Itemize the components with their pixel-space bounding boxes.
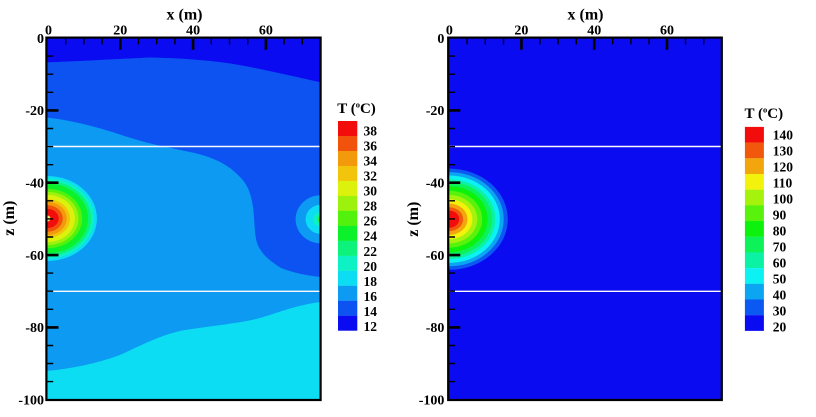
- svg-text:16: 16: [364, 289, 378, 304]
- svg-text:34: 34: [364, 153, 378, 168]
- svg-text:-20: -20: [25, 104, 44, 119]
- svg-text:40: 40: [773, 287, 787, 302]
- svg-text:0: 0: [446, 23, 453, 38]
- svg-text:130: 130: [773, 143, 794, 158]
- svg-text:20: 20: [514, 23, 528, 38]
- svg-text:60: 60: [259, 23, 273, 38]
- svg-text:30: 30: [364, 184, 378, 199]
- svg-text:32: 32: [364, 169, 378, 184]
- svg-text:22: 22: [364, 244, 378, 259]
- svg-text:36: 36: [364, 138, 378, 153]
- svg-text:z (m): z (m): [1, 201, 18, 236]
- svg-text:x (m): x (m): [568, 7, 604, 24]
- svg-text:T (oC): T (oC): [337, 100, 376, 118]
- svg-text:-40: -40: [426, 177, 445, 192]
- svg-text:12: 12: [364, 319, 378, 334]
- svg-text:x (m): x (m): [167, 7, 203, 24]
- svg-text:0: 0: [37, 32, 44, 47]
- svg-text:14: 14: [364, 304, 378, 319]
- svg-text:140: 140: [773, 127, 794, 142]
- svg-text:80: 80: [773, 223, 787, 238]
- svg-text:z (m): z (m): [405, 202, 422, 237]
- svg-text:-60: -60: [426, 249, 445, 264]
- svg-text:-80: -80: [25, 321, 44, 336]
- svg-text:70: 70: [773, 239, 787, 254]
- svg-text:110: 110: [773, 175, 793, 190]
- svg-text:0: 0: [45, 23, 52, 38]
- svg-text:50: 50: [773, 271, 787, 286]
- svg-text:-100: -100: [419, 394, 445, 409]
- svg-text:20: 20: [113, 23, 127, 38]
- svg-text:40: 40: [587, 23, 601, 38]
- svg-text:30: 30: [773, 303, 787, 318]
- svg-text:-60: -60: [25, 249, 44, 264]
- svg-text:100: 100: [773, 191, 794, 206]
- svg-text:-40: -40: [25, 177, 44, 192]
- svg-text:20: 20: [364, 259, 378, 274]
- svg-text:90: 90: [773, 207, 787, 222]
- svg-text:18: 18: [364, 274, 378, 289]
- svg-text:38: 38: [364, 123, 378, 138]
- svg-text:28: 28: [364, 199, 378, 214]
- svg-text:0: 0: [437, 32, 444, 47]
- svg-text:60: 60: [660, 23, 674, 38]
- svg-text:60: 60: [773, 255, 787, 270]
- svg-text:20: 20: [773, 319, 787, 334]
- svg-text:-80: -80: [426, 321, 445, 336]
- svg-text:120: 120: [773, 159, 794, 174]
- svg-text:-100: -100: [18, 394, 44, 409]
- svg-text:T (oC): T (oC): [745, 105, 784, 123]
- svg-text:40: 40: [186, 23, 200, 38]
- svg-text:26: 26: [364, 214, 378, 229]
- svg-text:24: 24: [364, 229, 378, 244]
- svg-text:-20: -20: [426, 104, 445, 119]
